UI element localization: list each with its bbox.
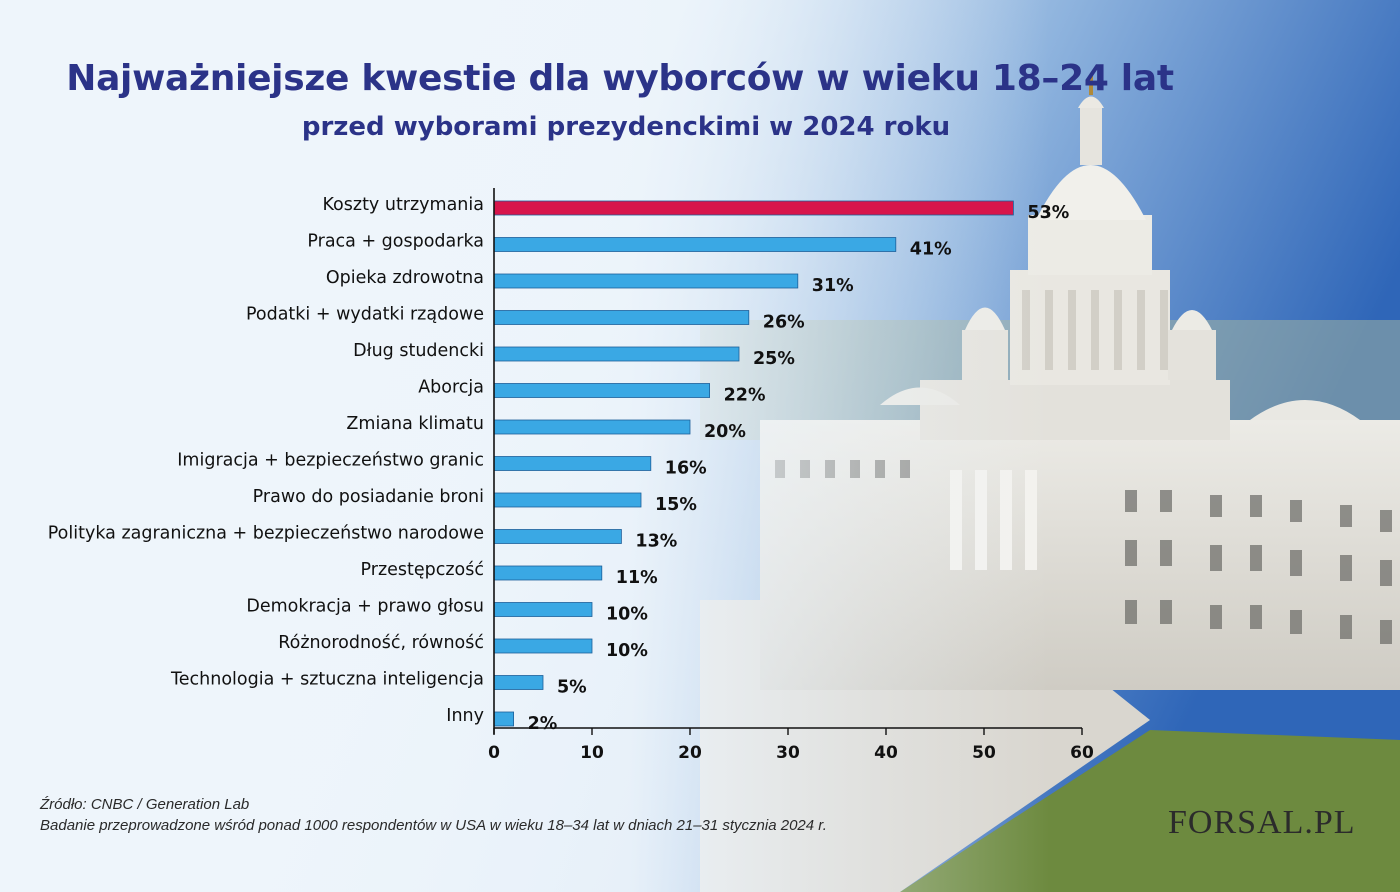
bar-12 [493, 638, 593, 654]
chart-title: Najważniejsze kwestie dla wyborców w wie… [66, 58, 1174, 99]
bar-14 [493, 711, 515, 727]
bar-10 [493, 565, 603, 581]
category-label-4: Dług studencki [353, 341, 484, 361]
category-label-2: Opieka zdrowotna [326, 268, 484, 288]
value-label-12: 10% [606, 641, 648, 661]
bar-6 [493, 419, 691, 435]
value-label-9: 13% [635, 532, 677, 552]
value-label-6: 20% [704, 422, 746, 442]
source-note: Źródło: CNBC / Generation Lab Badanie pr… [40, 794, 827, 836]
bar-11 [493, 602, 593, 617]
value-label-13: 5% [557, 678, 587, 698]
x-tick-label-0: 0 [488, 743, 500, 763]
logo-text: FORSAL.PL [1168, 804, 1356, 841]
category-label-9: Polityka zagraniczna + bezpieczeństwo na… [48, 524, 484, 544]
bar-3 [493, 310, 750, 325]
value-label-10: 11% [616, 568, 658, 588]
bar-0 [493, 200, 1014, 216]
value-label-8: 15% [655, 495, 697, 515]
category-label-11: Demokracja + prawo głosu [246, 597, 484, 617]
x-tick-label-1: 10 [580, 743, 604, 763]
bar-7 [493, 456, 652, 471]
category-label-13: Technologia + sztuczna inteligencja [170, 670, 484, 690]
value-label-11: 10% [606, 605, 648, 625]
value-label-3: 26% [763, 313, 805, 333]
category-label-1: Praca + gospodarka [307, 232, 484, 252]
survey-note: Badanie przeprowadzone wśród ponad 1000 … [40, 817, 827, 834]
category-label-10: Przestępczość [361, 560, 485, 580]
value-label-7: 16% [665, 459, 707, 479]
x-tick-label-6: 60 [1070, 743, 1094, 763]
x-tick-label-4: 40 [874, 743, 898, 763]
category-label-14: Inny [446, 706, 484, 726]
bar-4 [493, 346, 740, 362]
bar-9 [493, 529, 622, 544]
chart-subtitle: przed wyborami prezydenckimi w 2024 roku [301, 112, 951, 142]
value-label-14: 2% [528, 714, 558, 734]
value-label-1: 41% [910, 240, 952, 260]
forsal-logo: FORSAL.PL [1168, 804, 1356, 842]
source-text: Źródło: CNBC / Generation Lab [40, 796, 250, 813]
value-label-0: 53% [1027, 203, 1069, 223]
x-tick-label-2: 20 [678, 743, 702, 763]
bar-5 [493, 383, 711, 398]
x-tick-label-3: 30 [776, 743, 800, 763]
bar-8 [493, 492, 642, 508]
value-label-2: 31% [812, 276, 854, 296]
bar-1 [493, 237, 897, 252]
category-label-6: Zmiana klimatu [346, 414, 484, 434]
category-label-12: Różnorodność, równość [278, 633, 484, 653]
value-label-4: 25% [753, 349, 795, 369]
category-label-8: Prawo do posiadanie broni [253, 487, 484, 507]
bar-13 [493, 675, 544, 690]
category-label-5: Aborcja [418, 378, 484, 398]
category-label-0: Koszty utrzymania [322, 195, 484, 215]
value-label-5: 22% [724, 386, 766, 406]
category-label-7: Imigracja + bezpieczeństwo granic [177, 451, 484, 471]
category-label-3: Podatki + wydatki rządowe [246, 305, 484, 325]
x-tick-label-5: 50 [972, 743, 996, 763]
bar-2 [493, 273, 799, 289]
